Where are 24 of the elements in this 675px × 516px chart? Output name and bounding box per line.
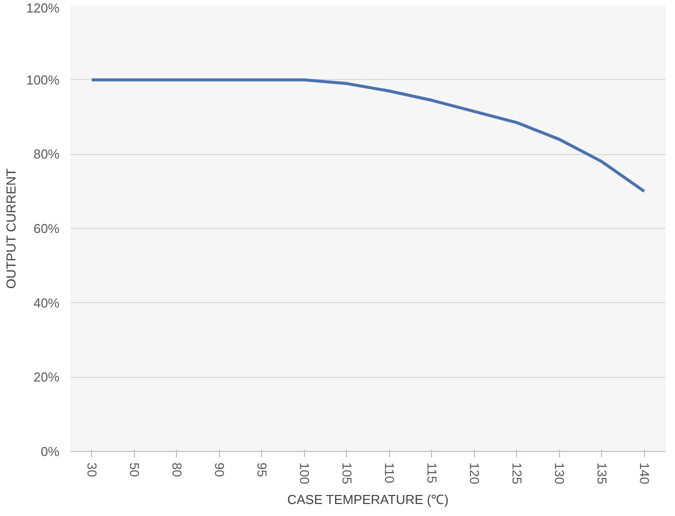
y-tick-label: 0% — [40, 444, 60, 459]
x-tick-label: 95 — [254, 462, 270, 477]
x-tick-label: 125 — [509, 462, 524, 484]
y-tick-label: 40% — [33, 295, 60, 310]
x-tick-label: 105 — [339, 462, 354, 484]
x-tick-label: 140 — [636, 462, 652, 484]
x-tick-label: 135 — [594, 462, 610, 484]
x-tick-label: 90 — [212, 462, 227, 477]
x-tick-label: 130 — [552, 462, 567, 484]
x-tick-label: 110 — [382, 462, 397, 484]
x-tick-label: 115 — [424, 462, 440, 484]
y-axis-title: OUTPUT CURRENT — [3, 168, 18, 289]
x-tick-label: 50 — [126, 462, 142, 477]
x-tick-label: 80 — [169, 462, 184, 477]
x-tick-label: 30 — [84, 462, 100, 477]
y-tick-label: 60% — [33, 221, 60, 236]
x-tick-label: 100 — [296, 462, 312, 484]
x-axis-title: CASE TEMPERATURE (℃) — [287, 492, 449, 508]
y-tick-label: 80% — [33, 146, 60, 162]
y-tick-label: 120% — [26, 0, 60, 16]
y-tick-label: 20% — [33, 370, 60, 385]
line-series — [90, 78, 646, 193]
x-tick-label: 120 — [466, 462, 482, 484]
y-tick-label: 100% — [26, 72, 60, 88]
